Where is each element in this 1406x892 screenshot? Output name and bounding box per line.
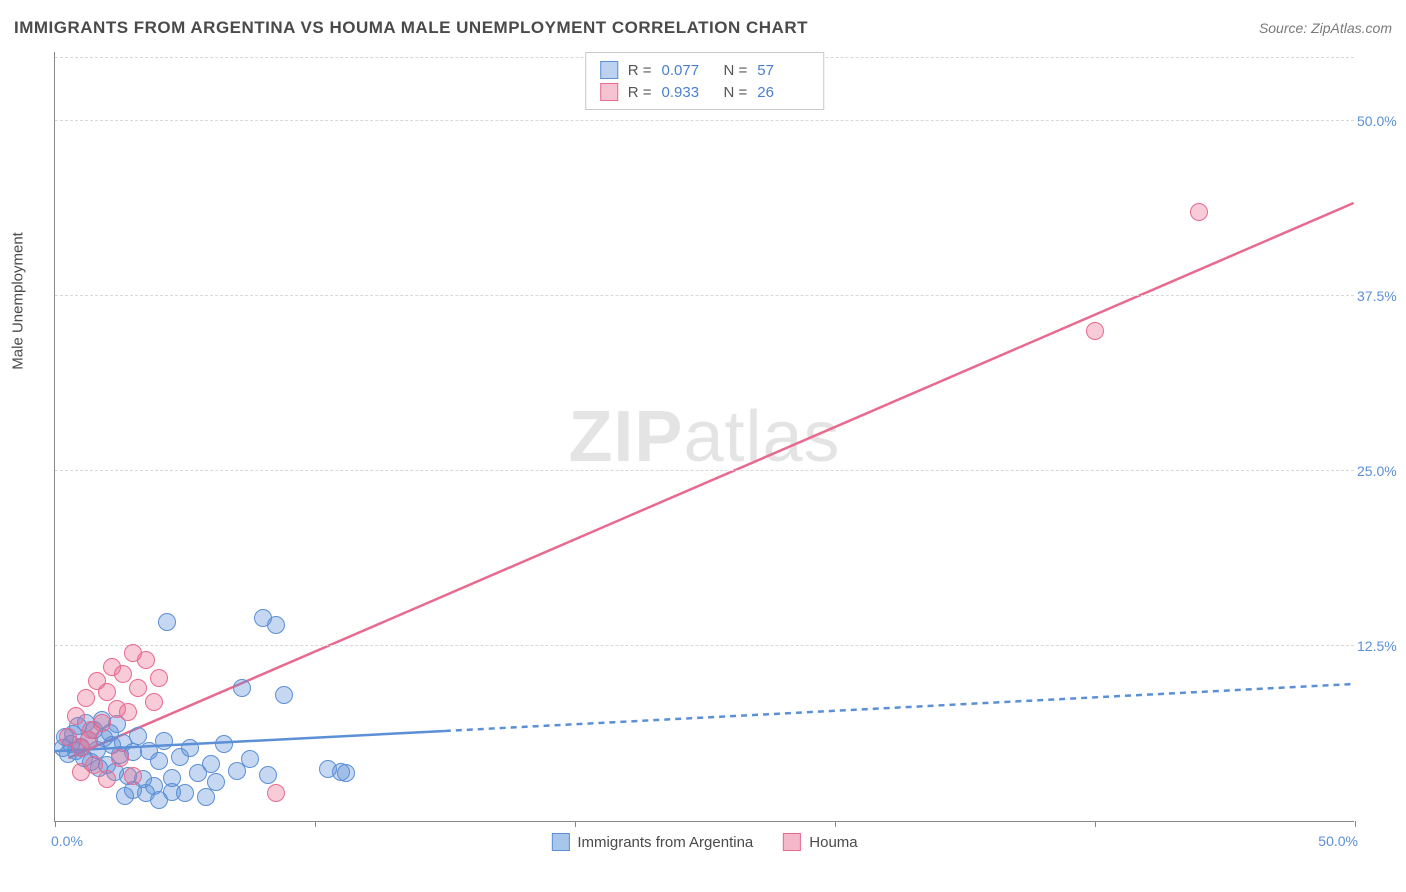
y-tick-label: 12.5% bbox=[1357, 638, 1402, 654]
grid-line bbox=[55, 295, 1354, 296]
y-tick-label: 25.0% bbox=[1357, 463, 1402, 479]
data-point bbox=[1086, 322, 1104, 340]
legend-swatch bbox=[600, 83, 618, 101]
data-point bbox=[181, 739, 199, 757]
data-point bbox=[259, 766, 277, 784]
trend-lines-layer bbox=[55, 52, 1354, 821]
x-tick-mark bbox=[835, 821, 836, 827]
data-point bbox=[77, 689, 95, 707]
x-tick-mark bbox=[315, 821, 316, 827]
data-point bbox=[119, 703, 137, 721]
legend-label: Immigrants from Argentina bbox=[577, 834, 753, 851]
data-point bbox=[207, 773, 225, 791]
x-tick-min: 0.0% bbox=[51, 833, 83, 849]
data-point bbox=[150, 669, 168, 687]
chart-title: IMMIGRANTS FROM ARGENTINA VS HOUMA MALE … bbox=[14, 18, 808, 38]
data-point bbox=[116, 787, 134, 805]
data-point bbox=[337, 764, 355, 782]
data-point bbox=[137, 651, 155, 669]
data-point bbox=[150, 752, 168, 770]
y-axis-label: Male Unemployment bbox=[10, 232, 27, 370]
data-point bbox=[275, 686, 293, 704]
data-point bbox=[72, 763, 90, 781]
data-point bbox=[114, 665, 132, 683]
watermark: ZIPatlas bbox=[568, 396, 840, 478]
y-tick-label: 37.5% bbox=[1357, 288, 1402, 304]
data-point bbox=[124, 767, 142, 785]
data-point bbox=[267, 784, 285, 802]
legend-stat-row: R = 0.077N = 57 bbox=[600, 59, 810, 81]
x-tick-max: 50.0% bbox=[1318, 833, 1358, 849]
data-point bbox=[145, 693, 163, 711]
legend-swatch bbox=[783, 833, 801, 851]
trend-line bbox=[445, 684, 1354, 731]
grid-line bbox=[55, 470, 1354, 471]
legend-stats: R = 0.077N = 57R = 0.933N = 26 bbox=[585, 52, 825, 110]
trend-line bbox=[68, 203, 1353, 758]
x-tick-mark bbox=[575, 821, 576, 827]
grid-line bbox=[55, 120, 1354, 121]
data-point bbox=[233, 679, 251, 697]
data-point bbox=[197, 788, 215, 806]
legend-item: Immigrants from Argentina bbox=[551, 833, 753, 851]
data-point bbox=[93, 714, 111, 732]
x-tick-mark bbox=[1095, 821, 1096, 827]
legend-swatch bbox=[600, 61, 618, 79]
legend-series: Immigrants from Argentina Houma bbox=[551, 833, 857, 851]
legend-item: Houma bbox=[783, 833, 857, 851]
y-tick-label: 50.0% bbox=[1357, 113, 1402, 129]
legend-label: Houma bbox=[809, 834, 857, 851]
data-point bbox=[98, 683, 116, 701]
data-point bbox=[155, 732, 173, 750]
data-point bbox=[98, 770, 116, 788]
data-point bbox=[1190, 203, 1208, 221]
data-point bbox=[241, 750, 259, 768]
data-point bbox=[80, 731, 98, 749]
data-point bbox=[267, 616, 285, 634]
x-tick-mark bbox=[55, 821, 56, 827]
legend-stat-row: R = 0.933N = 26 bbox=[600, 81, 810, 103]
data-point bbox=[67, 707, 85, 725]
data-point bbox=[129, 679, 147, 697]
grid-line bbox=[55, 645, 1354, 646]
scatter-plot: ZIPatlas R = 0.077N = 57R = 0.933N = 26 … bbox=[54, 52, 1354, 822]
x-tick-mark bbox=[1355, 821, 1356, 827]
legend-swatch bbox=[551, 833, 569, 851]
data-point bbox=[158, 613, 176, 631]
data-point bbox=[202, 755, 220, 773]
data-point bbox=[111, 749, 129, 767]
data-point bbox=[163, 783, 181, 801]
source-attribution: Source: ZipAtlas.com bbox=[1259, 20, 1392, 36]
data-point bbox=[215, 735, 233, 753]
